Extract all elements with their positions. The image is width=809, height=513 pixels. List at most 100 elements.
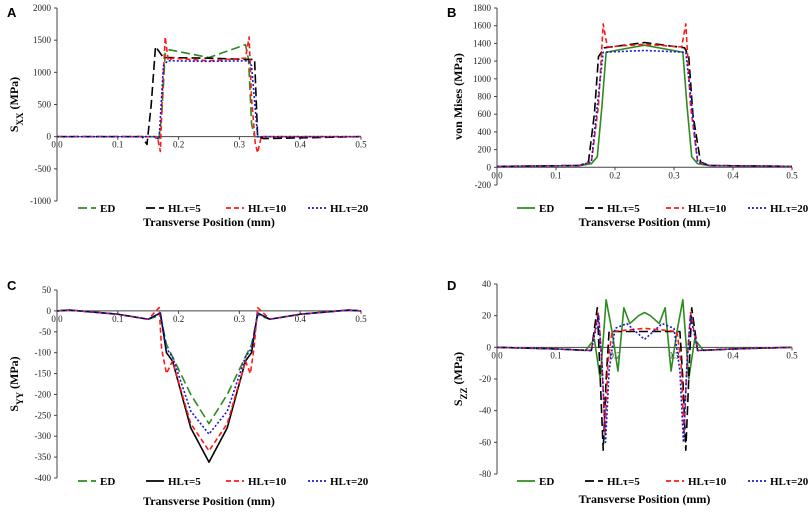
legend-label: HLτ=20	[330, 476, 369, 488]
y-tick-label: -500	[35, 164, 52, 174]
y-tick-label: 800	[478, 92, 492, 102]
series-line-1	[496, 41, 793, 168]
x-axis-label: Transverse Position (mm)	[143, 494, 275, 508]
y-tick-label: 2000	[33, 3, 52, 13]
series-line-0	[496, 299, 793, 380]
y-tick-label: 0	[487, 342, 492, 352]
series-line-1	[496, 306, 793, 452]
legend-label: ED	[539, 203, 554, 215]
x-tick-label: 0.3	[668, 350, 680, 360]
x-tick-label: 0.1	[550, 350, 561, 360]
series-line-3	[496, 49, 793, 168]
y-tick-label: 40	[482, 279, 492, 289]
series-line-0	[56, 309, 362, 425]
y-axis-label-sub: YY	[15, 391, 25, 404]
x-tick-label: 0.3	[234, 140, 246, 150]
series-line-0	[57, 43, 361, 142]
legend: ED HLτ=5 HLτ=10 HLτ=20	[78, 203, 369, 215]
x-tick-label: 0.3	[668, 170, 680, 180]
legend-label: HLτ=20	[770, 476, 809, 488]
y-tick-label: -300	[35, 431, 52, 441]
legend-label: ED	[539, 476, 554, 488]
x-tick-label: 0.0	[491, 170, 503, 180]
series-line-3	[57, 59, 361, 141]
legend-label: ED	[100, 476, 115, 488]
panel-label-b: B	[447, 5, 456, 20]
x-tick-label: 0.2	[609, 170, 620, 180]
y-tick-label: -40	[479, 406, 491, 416]
series-line-3	[496, 314, 793, 444]
y-tick-label: -80	[479, 469, 491, 479]
x-tick-label: 0.4	[727, 170, 739, 180]
legend-label: HLτ=5	[607, 476, 640, 488]
panel-a: A 2000 1500 1000 500 0 -500 -1000 0.0 0.1 0.2 0.3 0.…	[7, 3, 369, 229]
x-tick-label: 0.1	[112, 140, 123, 150]
legend: ED HLτ=5 HLτ=10 HLτ=20	[517, 203, 809, 215]
series-line-2	[57, 36, 361, 154]
x-tick-label: 0.3	[234, 314, 246, 324]
legend: ED HLτ=5 HLτ=10 HLτ=20	[78, 476, 369, 488]
y-tick-label: -250	[35, 410, 52, 420]
y-axis-label-rest: (MPa)	[451, 352, 465, 388]
x-tick-label: 0.1	[550, 170, 561, 180]
y-axis-label: SZZ (MPa)	[451, 352, 469, 406]
y-axis-label-main: S	[451, 399, 465, 406]
y-tick-label: -20	[479, 374, 491, 384]
x-tick-label: 0.2	[173, 140, 184, 150]
x-tick-label: 0.0	[491, 350, 503, 360]
y-tick-label: 1800	[473, 3, 492, 13]
x-tick-label: 0.4	[295, 140, 307, 150]
y-tick-label: 0	[47, 132, 52, 142]
y-tick-label: 1500	[33, 35, 52, 45]
x-tick-label: 0.0	[51, 140, 63, 150]
y-axis-label-main: von Mises (MPa)	[451, 53, 465, 140]
y-axis-label: SYY (MPa)	[7, 356, 25, 411]
y-tick-label: -150	[35, 369, 52, 379]
x-tick-label: 0.5	[355, 314, 367, 324]
y-axis-label-sub: XX	[15, 112, 25, 125]
series-line-1	[56, 309, 362, 463]
y-tick-label: 0	[47, 306, 52, 316]
x-axis-label: Transverse Position (mm)	[579, 215, 711, 229]
y-tick-label: 1000	[33, 67, 52, 77]
legend-label: HLτ=10	[248, 203, 287, 215]
legend-label: ED	[100, 203, 115, 215]
legend-label: HLτ=10	[248, 476, 287, 488]
y-tick-label: -350	[35, 452, 52, 462]
x-tick-label: 0.5	[786, 170, 798, 180]
series-line-2	[56, 306, 362, 452]
x-tick-label: 0.0	[51, 314, 63, 324]
panel-c: C 50 0 -50 -100 -150 -200 -250 -300 -350 -400 0.0 0.…	[7, 278, 369, 508]
y-axis-label-main: S	[7, 405, 21, 412]
legend-label: HLτ=5	[168, 476, 201, 488]
y-tick-label: 20	[482, 311, 492, 321]
y-tick-label: -100	[35, 348, 52, 358]
y-tick-label: 1200	[473, 56, 492, 66]
y-tick-label: -400	[35, 473, 52, 483]
x-tick-label: 0.2	[173, 314, 184, 324]
y-tick-label: 1400	[473, 38, 492, 48]
x-axis-label: Transverse Position (mm)	[143, 215, 275, 229]
y-tick-label: -50	[39, 327, 51, 337]
panel-label-d: D	[447, 278, 456, 293]
x-tick-label: 0.4	[295, 314, 307, 324]
y-axis-label-rest: (MPa)	[7, 356, 21, 392]
panel-label-a: A	[7, 5, 17, 20]
y-tick-label: -200	[475, 180, 492, 190]
y-tick-label: 400	[478, 127, 492, 137]
x-tick-label: 0.4	[727, 350, 739, 360]
y-tick-label: -200	[35, 389, 52, 399]
y-tick-label: 200	[478, 145, 492, 155]
y-axis-label: von Mises (MPa)	[451, 53, 465, 140]
legend-label: HLτ=20	[770, 203, 809, 215]
series-line-3	[56, 309, 362, 435]
legend-label: HLτ=5	[168, 203, 201, 215]
x-tick-label: 0.1	[112, 314, 123, 324]
x-tick-label: 0.5	[786, 350, 798, 360]
y-tick-label: -60	[479, 437, 491, 447]
legend-label: HLτ=5	[607, 203, 640, 215]
y-tick-label: 1600	[473, 21, 492, 31]
legend-label: HLτ=10	[688, 203, 727, 215]
